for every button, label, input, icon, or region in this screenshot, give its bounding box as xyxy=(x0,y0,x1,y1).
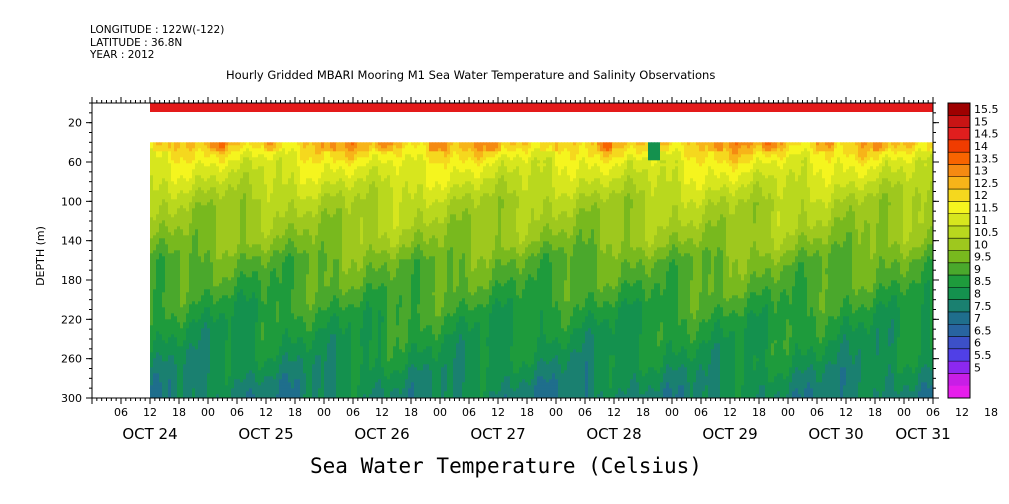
temperature-field xyxy=(150,103,934,401)
temperature-section-chart: 2060100140180220260300 06 12 18 00 06 12 18 00 0… xyxy=(0,0,1009,504)
surface-temperature-band xyxy=(150,103,933,112)
